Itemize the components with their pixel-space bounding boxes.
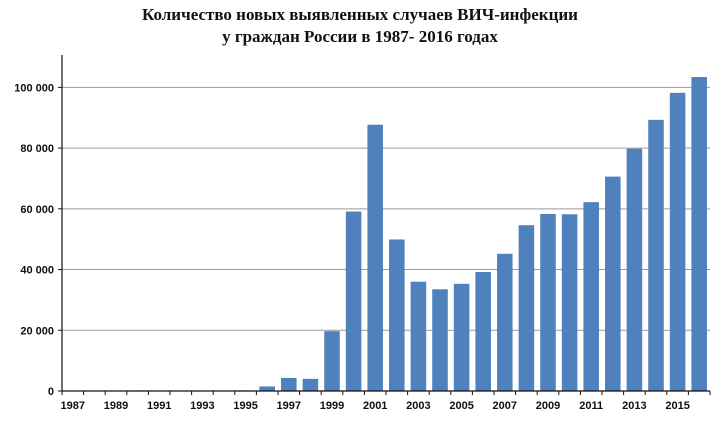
bar-2012 [605, 176, 621, 391]
x-tick-label: 2007 [493, 400, 517, 412]
y-tick-label: 80 000 [20, 143, 54, 155]
bar-1996 [259, 386, 275, 391]
x-tick-label: 2003 [406, 400, 430, 412]
bar-2009 [540, 213, 556, 391]
bar-2007 [497, 253, 513, 391]
bar-2003 [410, 281, 427, 391]
x-tick-label: 1991 [147, 400, 171, 412]
chart-title-line-1: Количество новых выявленных случаев ВИЧ-… [142, 5, 578, 24]
bar-2000 [345, 211, 362, 391]
x-tick-label: 1987 [61, 400, 85, 412]
bar-2001 [367, 124, 383, 391]
y-tick-label: 40 000 [20, 265, 54, 277]
bar-2014 [648, 119, 664, 392]
x-tick-label: 2011 [579, 400, 603, 412]
bar-2008 [518, 225, 535, 391]
y-tick-label: 100 000 [14, 82, 54, 94]
bar-2013 [626, 148, 643, 391]
x-tick-label: 1989 [104, 400, 128, 412]
bar-2004 [432, 289, 448, 391]
bar-2011 [583, 202, 599, 391]
bar-1997 [281, 377, 297, 391]
x-tick-label: 1997 [277, 400, 301, 412]
bar-2015 [669, 92, 686, 391]
x-tick-label: 2001 [363, 400, 387, 412]
bar-2005 [453, 283, 470, 391]
bar-2010 [561, 214, 578, 391]
x-tick-label: 2009 [536, 400, 560, 412]
x-tick-label: 2015 [665, 400, 689, 412]
x-tick-label: 1999 [320, 400, 344, 412]
x-tick-label: 2013 [622, 400, 646, 412]
y-tick-label: 60 000 [20, 204, 54, 216]
bar-1998 [302, 378, 319, 391]
bar-2016 [691, 77, 707, 391]
y-tick-label: 20 000 [20, 325, 54, 337]
x-tick-label: 2005 [449, 400, 473, 412]
bar-2006 [475, 271, 491, 391]
chart-title: Количество новых выявленных случаев ВИЧ-… [0, 4, 720, 48]
bar-2002 [389, 239, 405, 391]
bar-1999 [324, 331, 340, 391]
y-tick-label: 0 [48, 386, 54, 398]
chart-title-line-2: у граждан России в 1987- 2016 годах [222, 27, 498, 46]
x-tick-label: 1995 [233, 400, 257, 412]
x-tick-label: 1993 [190, 400, 214, 412]
